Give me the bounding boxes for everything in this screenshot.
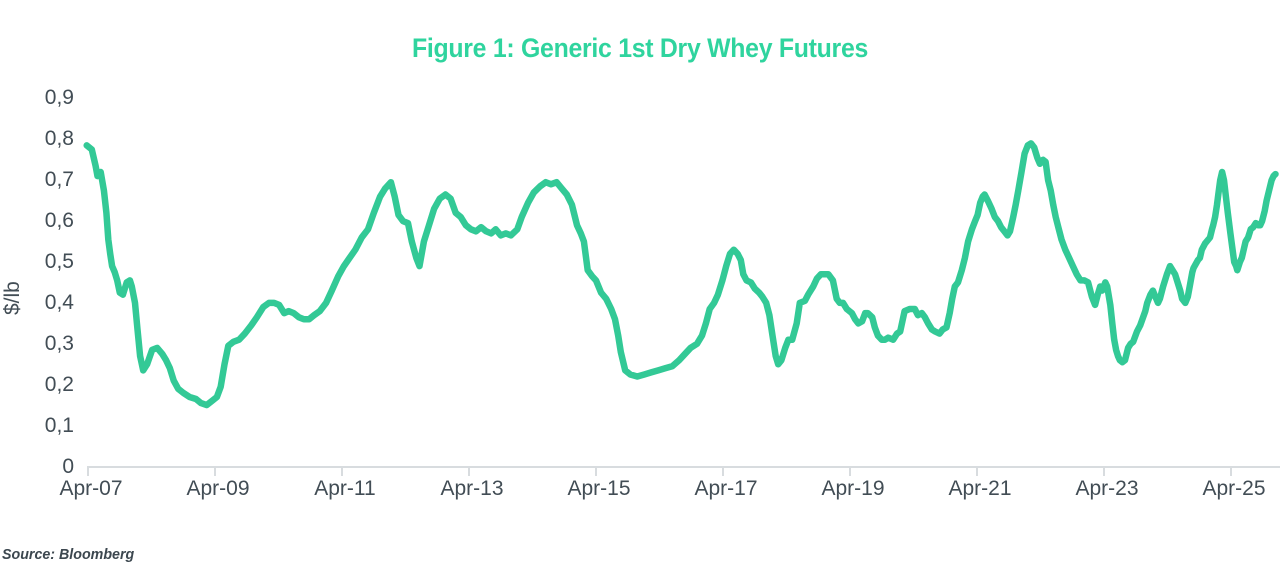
y-axis-tick-label: 0,6 [44, 209, 74, 233]
y-axis-tick-label: 0,2 [44, 372, 74, 396]
source-note: Source: Bloomberg [2, 546, 135, 563]
x-axis-tick-label: Apr-07 [59, 477, 123, 500]
y-axis-tick-label: 0,5 [44, 250, 74, 273]
x-axis-tick-label: Apr-21 [948, 477, 1012, 500]
x-axis-tick-label: Apr-09 [186, 477, 250, 500]
x-axis-tick-label: Apr-17 [694, 477, 758, 500]
y-axis-tick-label: 0,9 [44, 86, 74, 110]
x-axis-tick-label: Apr-13 [440, 477, 504, 500]
chart-title: Figure 1: Generic 1st Dry Whey Futures [411, 33, 869, 63]
y-axis-tick-label: 0,3 [44, 331, 74, 355]
y-axis-tick-label: 0,7 [44, 168, 74, 192]
x-axis-tick-label: Apr-25 [1202, 477, 1266, 500]
x-axis [87, 466, 1280, 476]
x-axis-tick-label: Apr-23 [1075, 477, 1139, 500]
y-axis-tick-label: 0 [62, 454, 74, 478]
y-axis-tick-label: 0,1 [44, 413, 74, 437]
x-axis-tick-label: Apr-15 [567, 477, 631, 500]
price-line-series [83, 140, 1279, 409]
x-axis-tick-label: Apr-11 [314, 477, 376, 500]
y-axis-tick-label: 0,4 [44, 290, 74, 314]
x-axis-tick-label: Apr-19 [821, 477, 885, 500]
y-axis-tick-label: 0,8 [44, 127, 74, 151]
